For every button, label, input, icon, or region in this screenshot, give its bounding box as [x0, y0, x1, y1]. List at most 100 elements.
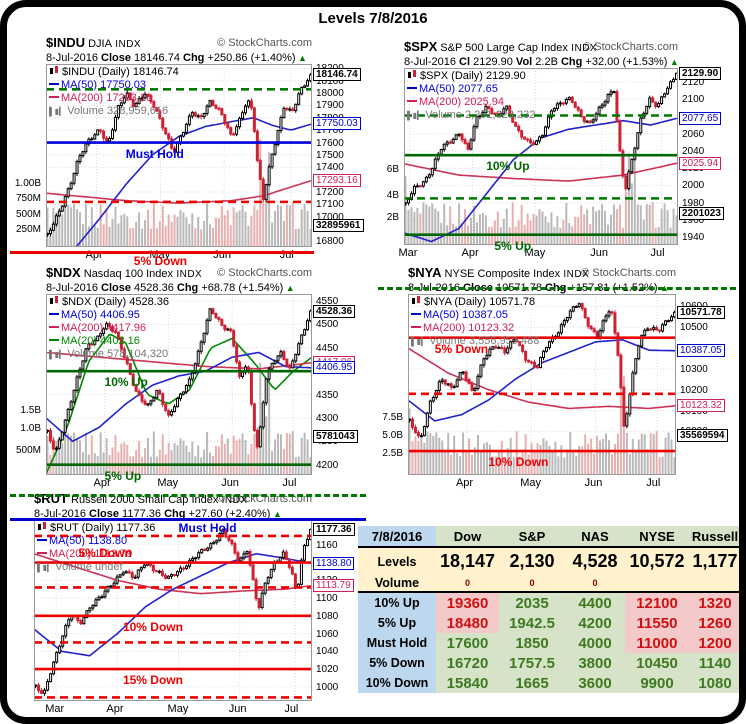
volume-axis-tick: 6B	[386, 163, 399, 175]
legend-item: $SPX (Daily) 2129.90	[407, 70, 535, 83]
quote-field-value: +27.60 (+2.40%)	[185, 508, 271, 520]
table-cell	[689, 575, 741, 593]
index-name-label: S&P 500 Large Cap Index	[437, 42, 568, 54]
volume-axis-tick: 1.5B	[20, 404, 41, 416]
y-axis-tick: 2000	[682, 180, 705, 192]
table-cell: 0	[499, 575, 565, 593]
page-title: Levels 7/8/2016	[318, 10, 428, 27]
table-column-header: Russell	[689, 526, 741, 548]
table-row-levels: Levels 18,147 2,130 4,528 10,572 1,177	[358, 547, 741, 575]
volume-axis-tick: 2.5B	[382, 448, 403, 460]
price-label-box-last: 4528.36	[313, 304, 356, 318]
chart-indu: © StockCharts.com $INDU DJIA INDX 8-Jul-20…	[10, 36, 370, 276]
legend-item: $RUT (Daily) 1177.36	[37, 522, 155, 535]
quote-field-label: Chg	[173, 282, 199, 294]
quote-field-label: Chg	[161, 508, 186, 520]
index-name-label: Nasdaq 100 Index	[80, 268, 174, 280]
quote-field-label: Close	[97, 52, 131, 64]
up-arrow-icon: ▲	[283, 283, 295, 293]
volume-axis-tick: 7.5B	[382, 412, 403, 424]
legend-text: Volume 3,556,959,488	[429, 335, 540, 347]
legend-text: MA(200) 1113.79	[49, 548, 133, 560]
legend-line-swatch	[411, 326, 421, 328]
date-label: 8-Jul-2016	[46, 52, 98, 64]
quote-field-value: 1177.36	[119, 508, 162, 520]
stockcharts-logo-icon	[412, 296, 420, 304]
quote-field-value: +68.78 (+1.54%)	[198, 282, 284, 294]
level-annotation: 10% Down	[122, 619, 183, 634]
legend-item: MA(200) 4417.96	[49, 322, 169, 335]
legend-text: MA(50) 4406.95	[61, 309, 140, 321]
quote-field-label: Close	[97, 282, 131, 294]
quote-field-label: Chg	[557, 56, 583, 68]
quote-field-value: +32.00 (+1.53%)	[582, 56, 668, 68]
date-label: 8-Jul-2016	[46, 282, 98, 294]
chart-spx: © StockCharts.com $SPX S&P 500 Large Cap …	[378, 40, 740, 274]
table-cell: 1757.5	[499, 653, 565, 673]
y-axis-tick: 4300	[316, 412, 339, 424]
overlay-line	[10, 494, 366, 497]
price-label-box-ma50: 2077.65	[679, 111, 722, 125]
legend-line-swatch	[37, 552, 47, 554]
legend-line-swatch	[407, 87, 417, 89]
symbol-label: $INDU	[46, 35, 86, 50]
y-axis-tick: 18000	[316, 88, 344, 100]
y-axis-tick: 1100	[316, 593, 338, 605]
y-axis-tick: 4350	[316, 389, 339, 401]
symbol-label: $NYA	[408, 265, 442, 280]
table-cell: 1260	[689, 613, 741, 633]
x-axis-label: Mar	[45, 703, 65, 715]
legend-text: MA(200) 10123.32	[423, 322, 515, 334]
price-label-box-vol: 5781043	[313, 430, 358, 444]
level-line-axis	[10, 251, 314, 254]
legend-text: $INDU (Daily) 18146.74	[62, 66, 179, 78]
ma50-line	[34, 552, 312, 657]
x-axis-label: May	[520, 477, 542, 489]
y-axis-tick: 2060	[682, 128, 705, 140]
volume-axis-tick: 1.0B	[20, 422, 41, 434]
table-row-label: 5% Up	[358, 613, 436, 633]
table-cell: 4,528	[565, 547, 625, 575]
legend-line-swatch	[411, 313, 421, 315]
x-axis-label: Apr	[106, 703, 124, 715]
up-arrow-icon: ▲	[270, 509, 282, 519]
x-axis-label: Apr	[455, 477, 474, 489]
y-axis-tick: 2120	[682, 76, 705, 88]
legend-text: $SPX (Daily) 2129.90	[420, 70, 526, 82]
x-axis-label: Apr	[93, 477, 111, 489]
y-axis-tick: 2040	[682, 145, 705, 157]
y-axis-tick: 17400	[316, 162, 344, 174]
x-axis-label: Jul	[650, 247, 665, 259]
legend-item: MA(200) 17293.16	[49, 92, 179, 105]
legend-line-swatch	[49, 96, 59, 98]
y-axis-tick: 17700	[316, 125, 344, 137]
x-axis-label: Apr	[461, 247, 479, 259]
y-axis-tick: 1940	[682, 232, 705, 244]
x-axis-label: Jul	[282, 477, 297, 489]
table-cell: 9900	[625, 673, 689, 693]
table-column-header: S&P	[499, 526, 565, 548]
table-cell: 1665	[499, 673, 565, 693]
volume-bars-icon: ▌▮▎	[37, 563, 54, 572]
table-cell: 0	[565, 575, 625, 593]
level-annotation: 5% Up	[494, 238, 532, 253]
x-axis-label: Jul	[646, 477, 661, 489]
quote-field-label: Vol	[512, 56, 533, 68]
x-axis-label: Jun	[584, 477, 603, 489]
legend-item: MA(50) 10387.05	[411, 309, 539, 322]
legend-item: MA(200) 1113.79	[37, 548, 155, 561]
legend-text: MA(50) 2077.65	[419, 83, 498, 95]
stockcharts-logo-icon	[50, 296, 58, 304]
volume-axis-tick: 250M	[15, 223, 41, 235]
level-annotation: 5% Up	[104, 468, 142, 483]
table-cell: 19360	[436, 592, 499, 613]
table-cell: 17600	[436, 633, 499, 653]
copyright-label: © StockCharts.com	[217, 267, 312, 279]
y-axis-tick: 10500	[680, 322, 708, 334]
legend-text: MA(50) 10387.05	[423, 309, 508, 321]
table-cell: 1140	[689, 653, 741, 673]
price-label-box-vol: 2201023	[679, 206, 724, 220]
x-axis-label: Jun	[221, 477, 239, 489]
ma50-line	[46, 351, 312, 443]
price-plot	[46, 64, 312, 247]
